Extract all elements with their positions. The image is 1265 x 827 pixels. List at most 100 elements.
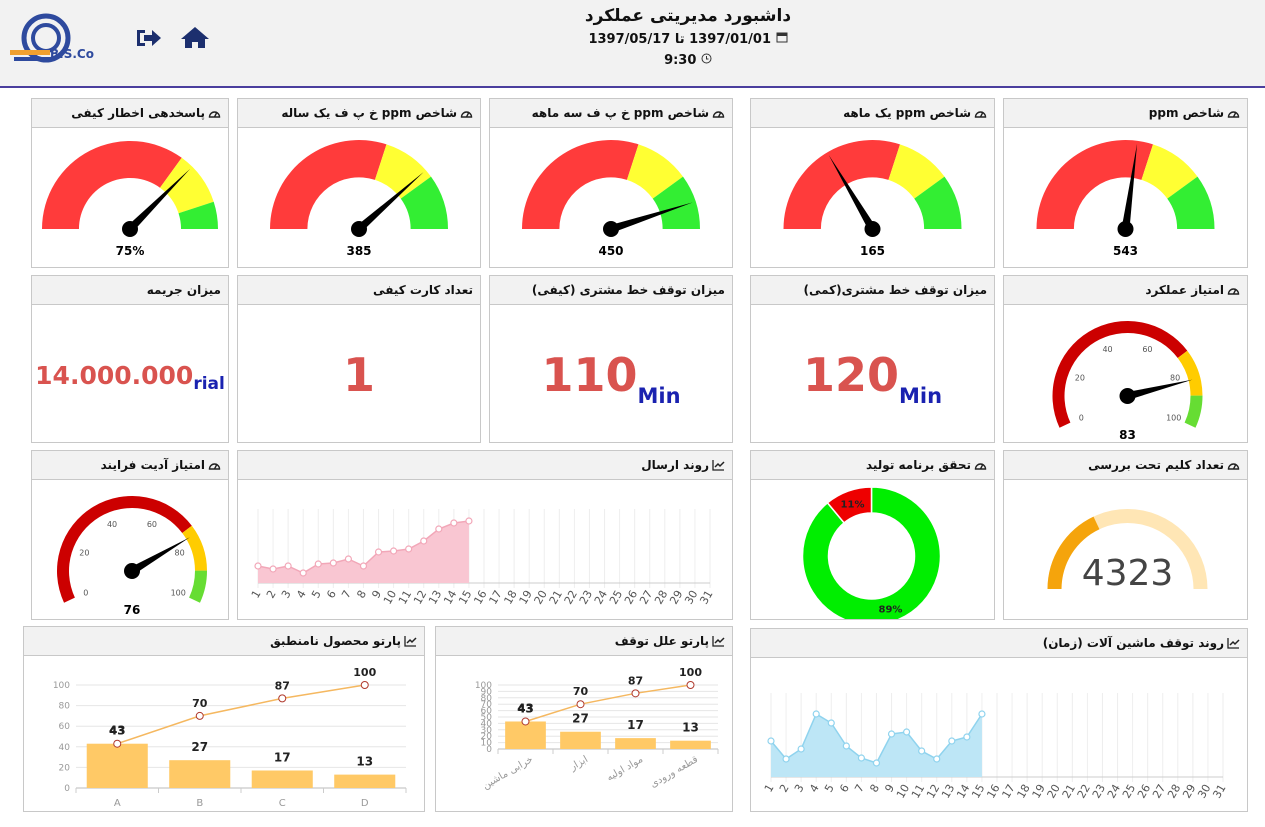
point <box>903 728 911 736</box>
stat-value: 14.000.000 <box>35 361 193 390</box>
panel-header: شاخص ppm یک ماهه <box>751 99 994 128</box>
panel: تعداد کلیم تحت بررسی 4323 <box>1003 450 1248 620</box>
panel-body: 14.000.000rial <box>35 361 225 394</box>
x-tick-label: 30 <box>682 588 700 607</box>
icon-shape <box>712 636 724 647</box>
gauge-band <box>522 140 639 229</box>
needle-hub <box>1117 221 1134 237</box>
dial-value: 83 <box>1119 428 1136 442</box>
x-tick-label: 8 <box>354 588 369 601</box>
panel-title: میزان جریمه <box>146 283 221 297</box>
point <box>842 742 850 750</box>
logo-stripe <box>14 57 50 61</box>
icon-shape <box>1227 463 1240 470</box>
bar-label: 13 <box>682 721 699 735</box>
point <box>284 562 292 570</box>
x-tick-label: 17 <box>486 588 504 607</box>
panel-title: امتیاز عملکرد <box>1145 283 1224 297</box>
x-tick-label: 16 <box>471 588 489 607</box>
area-fill <box>771 714 982 777</box>
logo-text: B.S.Co <box>50 47 94 61</box>
point <box>872 759 881 767</box>
y-tick-label: 0 <box>486 745 492 755</box>
panel: شاخص ppm خ پ ف یک ساله 385 <box>237 98 481 268</box>
x-tick-label: 14 <box>441 588 459 607</box>
x-tick-label: 14 <box>954 782 972 801</box>
point <box>195 711 204 720</box>
y-tick-label: 100 <box>53 681 70 691</box>
date-range: 1397/01/01 تا 1397/05/17 <box>588 32 771 47</box>
panel-header: شاخص ppm <box>1004 99 1247 128</box>
needle-hub <box>124 563 140 579</box>
x-tick-label: 15 <box>456 588 474 607</box>
panel-title: شاخص ppm خ پ ف یک ساله <box>281 106 457 120</box>
gauge-value: 450 <box>598 244 623 258</box>
y-tick-label: 80 <box>59 702 71 712</box>
panel-title: شاخص ppm خ پ ف سه ماهه <box>531 106 709 120</box>
panel-header: روند ارسال <box>238 451 732 480</box>
point <box>918 747 926 755</box>
home-icon[interactable] <box>180 25 210 49</box>
gauge-band <box>652 176 700 229</box>
title-icon <box>1227 288 1240 295</box>
panel-title: میزان توقف خط مشتری (کیفی) <box>531 283 725 297</box>
icon-shape <box>465 111 470 118</box>
panel-body: 75% <box>42 141 218 258</box>
icon-shape <box>714 637 725 644</box>
panel-header: پارتو علل توقف <box>436 627 732 656</box>
dial-tick-label: 60 <box>1142 345 1152 354</box>
panel: امتیاز آدیت فرایند 0 20 40 60 80 100 76 <box>31 450 229 620</box>
x-tick-label: 22 <box>1075 782 1093 801</box>
panel-body: 1 <box>343 348 375 402</box>
dial-tick-label: 20 <box>79 549 89 558</box>
bar-label: 43 <box>109 724 126 738</box>
x-tick-label: 4 <box>294 588 309 601</box>
gauge-band <box>1036 140 1154 229</box>
stat-unit: rial <box>193 374 225 394</box>
x-tick-label: 5 <box>309 588 324 601</box>
point <box>576 700 585 709</box>
bar <box>169 760 231 788</box>
point <box>254 562 262 570</box>
panel-header: شاخص ppm خ پ ف سه ماهه <box>490 99 732 128</box>
point <box>390 547 398 555</box>
exit-icon[interactable] <box>135 27 163 49</box>
x-tick-label: 28 <box>1165 782 1183 801</box>
exit-door[interactable] <box>137 30 145 46</box>
y-tick-label: 40 <box>59 743 71 753</box>
x-tick-label: B <box>196 798 203 809</box>
gauge-band <box>626 144 684 199</box>
logo-stripe <box>10 50 50 55</box>
x-tick-label: ابزار <box>567 754 590 773</box>
panel-body: 165 <box>783 140 962 258</box>
icon-shape <box>1232 111 1237 118</box>
point <box>963 733 971 741</box>
x-tick-label: 2 <box>777 782 792 795</box>
x-tick-label: 25 <box>1120 782 1138 801</box>
x-tick-label: 5 <box>822 782 837 795</box>
point <box>887 730 896 738</box>
x-tick-label: 6 <box>324 588 339 601</box>
header: B.S.Co داشبورد مدیریتی عملکرد 1397/01/01… <box>0 0 1265 88</box>
arc-value <box>1047 516 1100 589</box>
exit-arrow[interactable] <box>144 30 161 46</box>
title-icon <box>208 463 221 470</box>
logo: B.S.Co <box>10 13 94 63</box>
x-tick-label: 20 <box>1045 782 1063 801</box>
panel-title: پاسخدهی اخطار کیفی <box>71 106 205 120</box>
panel: امتیاز عملکرد 0 20 40 60 80 100 83 <box>1003 275 1248 443</box>
icon-shape <box>1232 288 1237 295</box>
panel-body: 0 20 40 60 80 100 76 <box>57 496 208 617</box>
donut-slice <box>826 486 873 524</box>
title-icon <box>712 636 725 647</box>
panel: شاخص ppm یک ماهه 165 <box>750 98 995 268</box>
donut-label: 89% <box>879 605 903 616</box>
panel: تعداد کارت کیفی 1 <box>237 275 481 443</box>
home-shape[interactable] <box>181 27 209 48</box>
panel: شاخص ppm 543 <box>1003 98 1248 268</box>
calendar-icon <box>776 32 788 43</box>
title-icon <box>460 111 473 118</box>
point <box>299 569 307 577</box>
icon-shape <box>404 636 416 647</box>
